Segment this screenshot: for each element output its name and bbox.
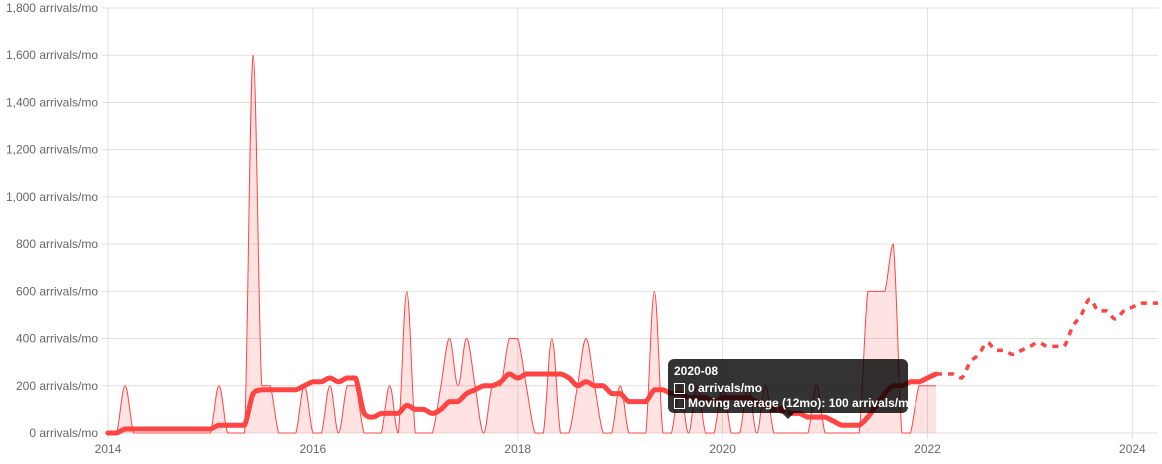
tooltip-value-moving-average: Moving average (12mo): 100 arrivals/mo xyxy=(688,396,917,410)
tooltip-row-monthly: 0 arrivals/mo xyxy=(674,381,902,396)
tooltip-swatch-monthly xyxy=(674,383,685,394)
x-tick-label: 2020 xyxy=(709,442,736,456)
x-tick-label: 2024 xyxy=(1119,442,1146,456)
y-tick-label: 1,400 arrivals/mo xyxy=(6,95,98,109)
tooltip-swatch-moving-average xyxy=(674,398,685,409)
x-tick-label: 2016 xyxy=(300,442,327,456)
tooltip-value-monthly: 0 arrivals/mo xyxy=(688,381,763,395)
y-tick-label: 1,600 arrivals/mo xyxy=(6,48,98,62)
x-tick-label: 2018 xyxy=(504,442,531,456)
monthly-arrivals-line xyxy=(107,54,937,434)
y-tick-label: 600 arrivals/mo xyxy=(16,284,98,298)
tooltip-title: 2020-08 xyxy=(674,364,719,378)
x-tick-label: 2022 xyxy=(914,442,941,456)
x-tick-label: 2014 xyxy=(95,442,122,456)
x-axis-tick-labels: 2014 2016 2018 2020 2022 2024 xyxy=(95,442,1146,456)
moving-average-line xyxy=(105,371,939,436)
y-tick-label: 200 arrivals/mo xyxy=(16,379,98,393)
y-axis-tick-labels: 0 arrivals/mo 200 arrivals/mo 400 arrivals… xyxy=(6,1,98,440)
chart-tooltip: 2020-08 0 arrivals/mo Moving average (12… xyxy=(668,359,916,419)
y-tick-label: 1,000 arrivals/mo xyxy=(6,190,98,204)
y-tick-label: 800 arrivals/mo xyxy=(16,237,98,251)
tooltip-row-moving-average: Moving average (12mo): 100 arrivals/mo xyxy=(674,396,916,411)
y-tick-label: 1,200 arrivals/mo xyxy=(6,143,98,157)
y-tick-label: 1,800 arrivals/mo xyxy=(6,1,98,15)
projection-dotted-line xyxy=(936,297,1158,380)
y-tick-label: 400 arrivals/mo xyxy=(16,332,98,346)
y-tick-label: 0 arrivals/mo xyxy=(29,426,98,440)
data-series xyxy=(105,54,1158,436)
